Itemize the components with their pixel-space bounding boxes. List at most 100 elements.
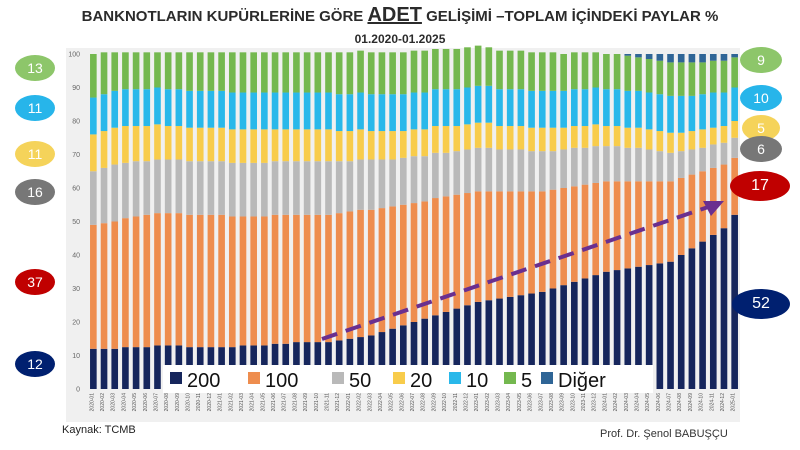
x-tick-label: 2020-01 [89,393,95,412]
x-tick-label: 2023-02 [485,393,491,412]
y-tick-label: 100 [68,52,80,59]
bar-segment-10 [346,94,354,132]
bar-segment-100 [239,216,247,346]
chart-subtitle: 01.2020-01.2025 [354,32,446,46]
bar-segment-100 [175,213,183,346]
x-tick-label: 2021-05 [260,393,266,412]
bar-segment-20 [282,129,290,162]
bar-segment-20 [389,131,396,160]
bar-segment-5 [282,52,290,93]
bar-segment-20 [378,131,386,160]
bar-segment-200 [367,335,375,389]
x-tick-label: 2021-08 [292,393,298,412]
legend-label: 100 [265,370,298,392]
bar-segment-5 [474,45,482,86]
bar-segment-100 [218,214,225,348]
x-tick-label: 2024-11 [709,393,715,411]
bar-segment-20 [186,127,193,162]
x-tick-label: 2022-03 [367,393,373,412]
bar-segment-5 [538,52,546,91]
bar-segment-5 [132,52,140,90]
bar-segment-5 [218,52,225,91]
bar-segment-50 [122,162,129,219]
bar-segment-200 [592,275,600,389]
x-tick-label: 2023-03 [496,393,502,412]
bar-segment-10 [432,89,439,127]
bar-segment-5 [314,52,322,93]
bar-segment-200 [538,291,546,389]
x-tick-label: 2021-06 [271,393,277,412]
bar-segment-5 [560,54,567,91]
bar-segment-5 [464,47,471,88]
trend-arrow [321,201,724,341]
bar-segment-20 [677,132,685,152]
x-tick-label: 2024-01 [602,393,608,412]
bar-segment-200 [474,301,482,389]
bar-segment-5 [261,52,268,93]
bar-segment-10 [335,94,343,132]
bar-segment-10 [154,87,161,125]
bar-segment-100 [699,171,706,242]
bar-segment-10 [560,90,567,128]
bar-segment-20 [624,127,632,148]
x-tick-label: 2020-07 [153,393,159,412]
title-part-2: GELİŞİMİ –TOPLAM İÇİNDEKİ PAYLAR % [426,8,719,25]
bar-segment-20 [432,126,439,153]
bar-segment-20 [699,129,706,148]
bar-segment-20 [367,131,375,160]
bar-segment-100 [132,216,140,348]
bar-segment-100 [474,191,482,302]
x-tick-label: 2020-02 [100,393,106,412]
bar-segment-50 [699,147,706,172]
x-tick-label: 2022-08 [421,393,427,412]
bar-segment-50 [592,146,600,183]
bar-segment-100 [154,213,161,346]
bar-segment-100 [357,209,364,338]
x-tick-label: 2022-09 [431,393,437,412]
bar-segment-5 [239,52,247,93]
x-tick-label: 2020-12 [207,393,213,412]
x-tick-label: 2024-12 [720,393,726,412]
bar-segment-5 [635,57,642,91]
bar-segment-20 [314,129,322,162]
bar-segment-5 [378,52,386,95]
bar-segment-50 [367,159,375,210]
legend-swatch [541,372,553,384]
bar-segment-10 [581,89,589,127]
bar-segment-10 [603,89,610,127]
bar-segment-50 [154,159,161,214]
bar-segment-10 [517,89,525,127]
bar-segment-10 [635,90,642,128]
y-tick-label: 70 [72,152,80,159]
legend-background [163,365,653,393]
bar-segment-100 [549,189,557,289]
bar-segment-5 [346,52,354,95]
bar-segment-100 [207,214,215,348]
legend-swatch [332,372,344,384]
title-highlight: ADET [367,4,422,26]
x-tick-label: 2023-01 [474,393,480,412]
bar-segment-10 [453,89,461,127]
bar-segment-5 [656,60,664,95]
bar-segment-20 [517,126,525,150]
bar-segment-50 [453,151,461,195]
bar-segment-50 [100,167,108,224]
bar-segment-10 [538,90,546,128]
bar-segment-100 [410,203,418,322]
bar-segment-20 [731,121,738,138]
bar-segment-20 [293,129,300,162]
bar-segment-10 [442,89,450,127]
bar-segment-20 [239,129,247,163]
bar-segment-200 [677,255,685,389]
bar-segment-50 [667,152,674,182]
bar-segment-100 [186,214,193,348]
bar-segment-5 [667,62,674,96]
bar-segment-10 [100,94,108,132]
bar-segment-20 [132,126,140,162]
bar-segment-50 [496,149,503,192]
x-tick-label: 2022-10 [442,393,448,412]
bar-segment-100 [560,188,567,286]
bar-segment-100 [432,198,439,316]
bar-segment-5 [549,52,557,91]
